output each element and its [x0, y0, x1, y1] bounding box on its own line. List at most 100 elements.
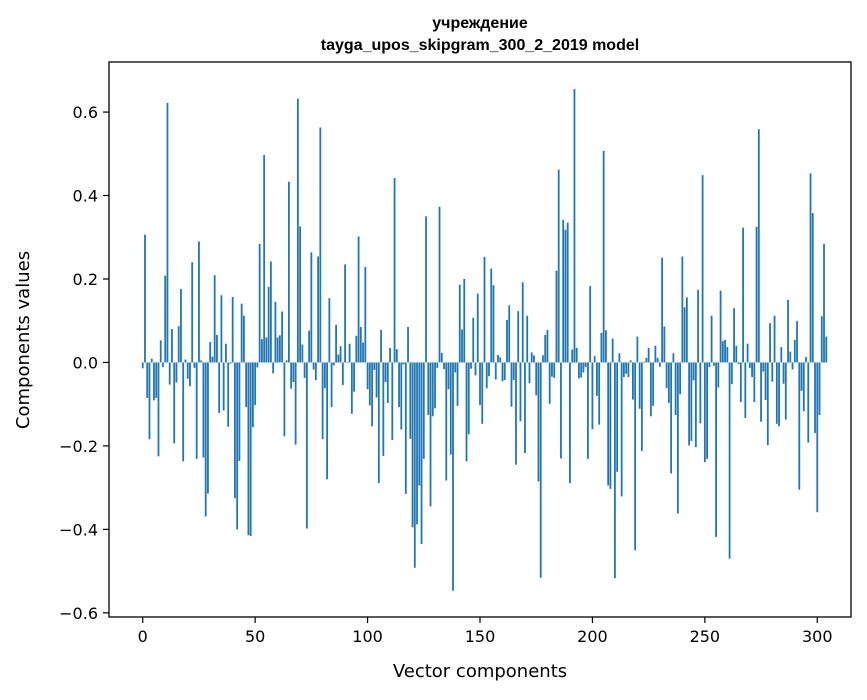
bar-component-82: [326, 362, 328, 480]
bar-component-113: [395, 349, 398, 363]
bar-component-181: [548, 362, 551, 404]
bar-component-143: [463, 278, 466, 363]
bar-component-94: [353, 362, 355, 392]
bar-component-165: [512, 362, 515, 380]
bar-component-186: [560, 362, 562, 459]
bar-component-199: [589, 286, 592, 363]
bar-component-51: [256, 362, 259, 368]
bar-component-85: [332, 362, 335, 366]
bar-component-293: [800, 362, 803, 391]
bar-component-58: [272, 362, 275, 374]
bar-component-270: [748, 362, 751, 368]
bar-component-299: [814, 362, 816, 433]
bar-component-18: [182, 362, 185, 462]
bar-component-133: [440, 352, 443, 363]
bar-component-59: [274, 301, 277, 363]
bar-component-36: [222, 362, 225, 411]
bar-component-173: [530, 352, 533, 363]
bar-component-180: [546, 329, 549, 363]
bar-component-61: [278, 335, 281, 363]
bar-component-39: [229, 362, 232, 364]
bar-component-130: [434, 362, 436, 409]
bar-component-54: [263, 155, 266, 363]
bar-component-24: [195, 362, 198, 459]
bar-component-22: [191, 262, 194, 363]
bar-component-78: [317, 256, 320, 363]
bar-component-189: [566, 222, 569, 363]
bar-component-176: [537, 362, 540, 482]
bar-component-226: [649, 362, 652, 417]
bars-layer: [141, 89, 828, 591]
bar-component-252: [708, 362, 711, 368]
bar-component-207: [607, 362, 610, 486]
bar-component-127: [427, 362, 430, 416]
bar-component-141: [458, 284, 461, 363]
bar-component-100: [366, 362, 369, 390]
bar-component-84: [330, 362, 333, 408]
bar-component-57: [269, 261, 272, 363]
bar-component-268: [744, 362, 747, 418]
bar-component-47: [247, 362, 250, 536]
bar-component-107: [382, 362, 385, 456]
bar-component-212: [618, 353, 621, 363]
bar-component-304: [825, 336, 828, 363]
bar-component-80: [321, 362, 324, 440]
bar-component-269: [746, 343, 749, 363]
bar-component-117: [404, 362, 407, 494]
bar-component-291: [796, 321, 798, 363]
bar-component-166: [515, 362, 517, 465]
bar-component-169: [521, 282, 524, 363]
y-tick-label: 0.6: [73, 103, 98, 122]
bar-component-295: [805, 357, 807, 363]
bar-component-50: [254, 362, 257, 406]
bar-component-174: [533, 355, 535, 363]
bar-component-194: [578, 362, 580, 379]
bar-component-266: [739, 362, 742, 403]
bar-component-210: [614, 362, 616, 579]
bar-component-46: [245, 362, 248, 408]
bar-component-284: [780, 347, 783, 363]
bar-component-215: [625, 362, 628, 374]
bar-component-178: [542, 355, 544, 363]
bar-component-30: [209, 342, 212, 363]
bar-component-227: [652, 362, 655, 406]
bar-component-44: [240, 303, 243, 363]
bar-component-134: [443, 362, 445, 370]
bar-component-88: [339, 346, 342, 363]
chart-subtitle: tayga_upos_skipgram_300_2_2019 model: [321, 37, 639, 54]
bar-component-208: [609, 362, 612, 489]
bar-component-263: [733, 308, 735, 363]
bar-component-197: [584, 362, 587, 368]
bar-component-120: [411, 362, 414, 528]
bar-component-28: [204, 362, 207, 517]
bar-component-92: [348, 343, 351, 363]
bar-component-116: [402, 362, 405, 365]
bar-component-49: [252, 362, 254, 428]
bar-component-151: [481, 362, 484, 424]
bar-component-14: [173, 362, 176, 444]
bar-component-235: [670, 362, 673, 474]
bar-component-114: [398, 362, 400, 408]
bar-component-56: [267, 286, 270, 363]
bar-component-261: [728, 362, 731, 559]
bar-component-202: [596, 362, 598, 396]
bar-component-63: [283, 362, 286, 437]
bar-component-172: [528, 362, 531, 384]
bar-component-96: [357, 236, 360, 363]
bar-component-65: [287, 181, 290, 363]
bar-component-67: [292, 362, 295, 383]
bar-component-3: [148, 362, 151, 440]
bar-component-203: [598, 362, 601, 425]
bar-component-8: [159, 340, 162, 363]
bar-component-281: [773, 315, 776, 363]
x-axis-label: Vector components: [393, 661, 567, 682]
bar-component-146: [470, 362, 472, 369]
bar-component-86: [335, 324, 337, 363]
bar-component-183: [553, 362, 556, 378]
bar-component-69: [296, 98, 299, 363]
bar-component-150: [479, 362, 481, 406]
bar-component-98: [362, 342, 364, 363]
bar-component-4: [150, 358, 153, 363]
bar-component-53: [261, 339, 263, 363]
